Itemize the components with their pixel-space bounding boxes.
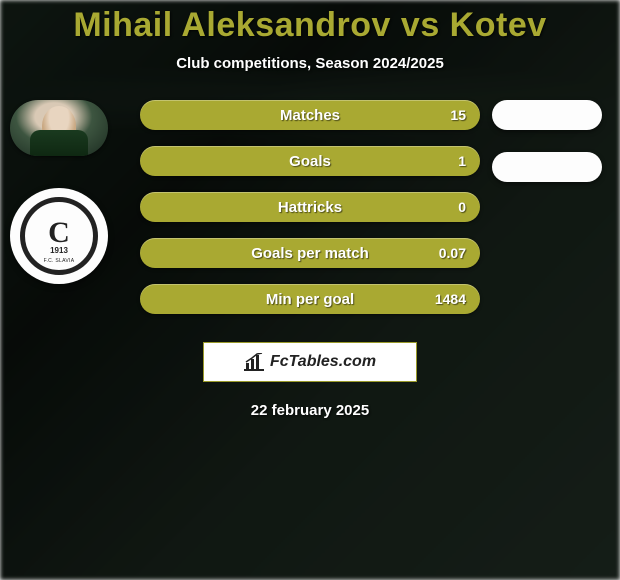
subtitle: Club competitions, Season 2024/2025: [0, 55, 620, 72]
stat-bar-goals-per-match: Goals per match 0.07: [140, 238, 480, 268]
player-placeholder-oval: [492, 152, 602, 182]
stats-area: C 1913 F.C. SLAVIA Matches 15 Goals 1 Ha…: [0, 100, 620, 330]
stat-value: 0: [458, 199, 466, 215]
stat-bar-goals: Goals 1: [140, 146, 480, 176]
date-label: 22 february 2025: [0, 402, 620, 419]
stat-bars: Matches 15 Goals 1 Hattricks 0 Goals per…: [140, 100, 480, 330]
chart-icon: [244, 353, 264, 371]
crest-letter: C: [48, 218, 70, 248]
crest-subtext: F.C. SLAVIA: [44, 258, 75, 264]
stat-label: Hattricks: [278, 199, 342, 216]
crest-year: 1913: [50, 246, 68, 255]
stat-bar-matches: Matches 15: [140, 100, 480, 130]
stat-value: 1484: [435, 291, 466, 307]
page-title: Mihail Aleksandrov vs Kotev: [0, 6, 620, 45]
left-player-column: C 1913 F.C. SLAVIA: [10, 100, 108, 284]
stat-label: Goals: [289, 153, 331, 170]
logo-text: FcTables.com: [270, 353, 376, 371]
stat-label: Min per goal: [266, 291, 354, 308]
comparison-card: Mihail Aleksandrov vs Kotev Club competi…: [0, 0, 620, 419]
stat-value: 15: [450, 107, 466, 123]
crest-inner: C 1913 F.C. SLAVIA: [20, 197, 98, 275]
right-player-column: [492, 100, 602, 204]
stat-value: 1: [458, 153, 466, 169]
stat-bar-hattricks: Hattricks 0: [140, 192, 480, 222]
club-crest: C 1913 F.C. SLAVIA: [10, 188, 108, 284]
stat-value: 0.07: [439, 245, 466, 261]
stat-bar-min-per-goal: Min per goal 1484: [140, 284, 480, 314]
source-logo[interactable]: FcTables.com: [203, 342, 417, 382]
player-avatar: [10, 100, 108, 156]
stat-label: Matches: [280, 107, 340, 124]
player-placeholder-oval: [492, 100, 602, 130]
stat-label: Goals per match: [251, 245, 369, 262]
